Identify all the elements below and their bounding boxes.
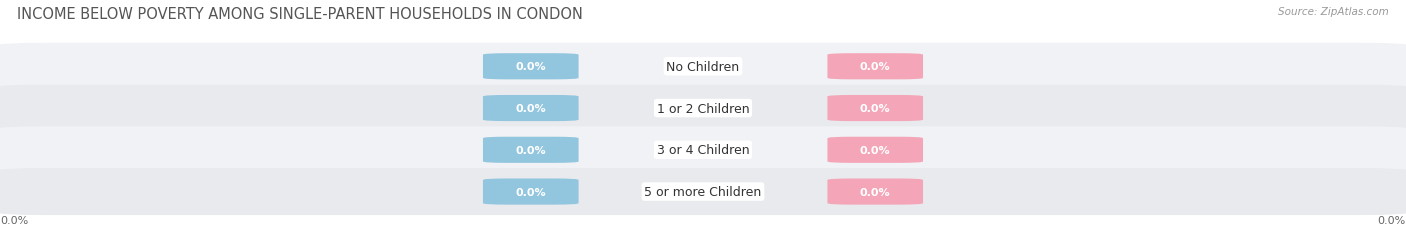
FancyBboxPatch shape	[484, 137, 579, 163]
Text: 3 or 4 Children: 3 or 4 Children	[657, 144, 749, 157]
FancyBboxPatch shape	[827, 137, 922, 163]
FancyBboxPatch shape	[484, 54, 579, 80]
FancyBboxPatch shape	[0, 44, 1406, 90]
FancyBboxPatch shape	[0, 168, 1406, 215]
FancyBboxPatch shape	[484, 179, 579, 205]
Text: 5 or more Children: 5 or more Children	[644, 185, 762, 198]
Text: 0.0%: 0.0%	[516, 62, 546, 72]
Text: Source: ZipAtlas.com: Source: ZipAtlas.com	[1278, 7, 1389, 17]
Text: 0.0%: 0.0%	[860, 145, 890, 155]
FancyBboxPatch shape	[827, 96, 922, 122]
FancyBboxPatch shape	[0, 127, 1406, 173]
Text: 0.0%: 0.0%	[516, 187, 546, 197]
Text: 0.0%: 0.0%	[516, 103, 546, 114]
FancyBboxPatch shape	[484, 96, 579, 122]
Text: 1 or 2 Children: 1 or 2 Children	[657, 102, 749, 115]
FancyBboxPatch shape	[827, 179, 922, 205]
FancyBboxPatch shape	[827, 54, 922, 80]
Text: 0.0%: 0.0%	[516, 145, 546, 155]
Text: 0.0%: 0.0%	[860, 62, 890, 72]
Text: 0.0%: 0.0%	[1378, 215, 1406, 225]
Text: 0.0%: 0.0%	[860, 103, 890, 114]
Text: 0.0%: 0.0%	[0, 215, 28, 225]
Text: INCOME BELOW POVERTY AMONG SINGLE-PARENT HOUSEHOLDS IN CONDON: INCOME BELOW POVERTY AMONG SINGLE-PARENT…	[17, 7, 582, 22]
FancyBboxPatch shape	[0, 85, 1406, 132]
Text: No Children: No Children	[666, 61, 740, 73]
Text: 0.0%: 0.0%	[860, 187, 890, 197]
